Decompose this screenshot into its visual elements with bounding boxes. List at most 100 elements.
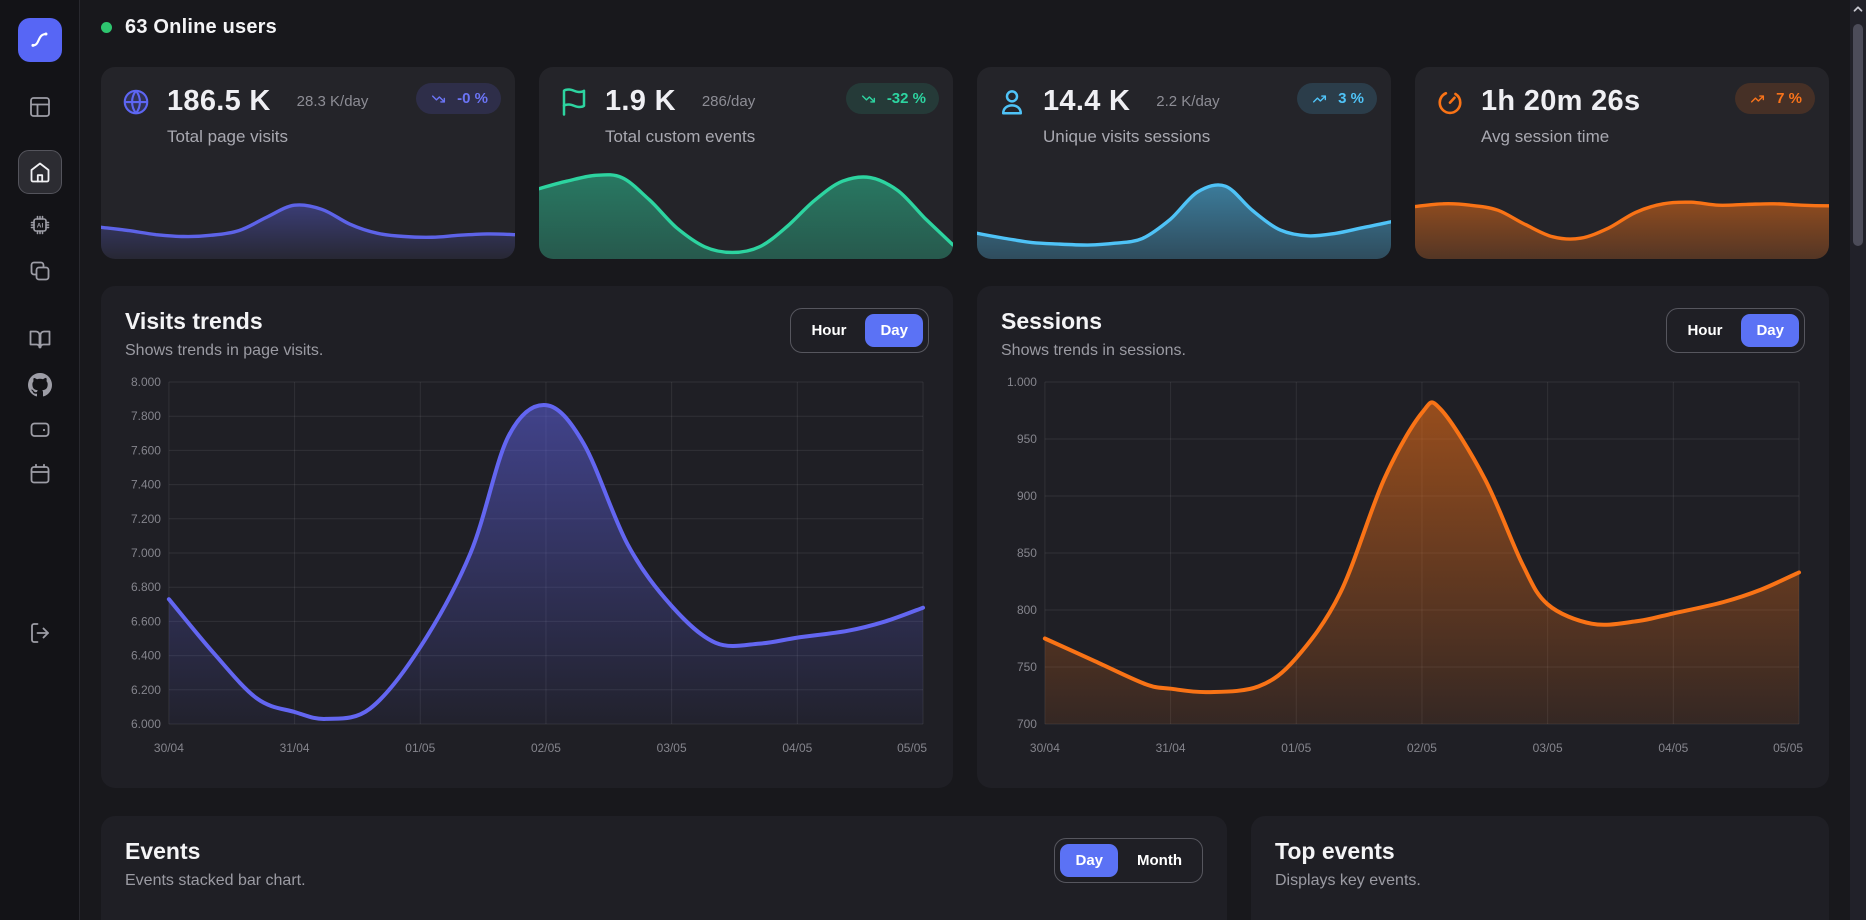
stat-card-custom-events[interactable]: 1.9 K 286/day Total custom events -32 %: [539, 67, 953, 259]
stat-card-unique-sessions[interactable]: 14.4 K 2.2 K/day Unique visits sessions …: [977, 67, 1391, 259]
scroll-up-icon[interactable]: [1851, 2, 1865, 16]
svg-text:02/05: 02/05: [531, 741, 561, 755]
stat-value: 1.9 K: [605, 85, 676, 117]
trend-badge-value: -0 %: [457, 90, 488, 107]
stat-label: Unique visits sessions: [1043, 127, 1211, 146]
svg-text:7.000: 7.000: [131, 546, 161, 560]
svg-text:AI: AI: [36, 223, 43, 230]
trend-badge-value: 7 %: [1776, 90, 1802, 107]
svg-text:700: 700: [1017, 717, 1037, 731]
copy-icon: [30, 261, 49, 281]
timer-icon: [1438, 90, 1462, 114]
sidebar-item-home[interactable]: [17, 150, 62, 194]
online-users-label: 63 Online users: [125, 16, 277, 38]
svg-text:6.600: 6.600: [131, 614, 161, 628]
sidebar-item-ai[interactable]: AI: [28, 213, 52, 237]
svg-text:800: 800: [1017, 603, 1037, 617]
logout-icon: [30, 623, 49, 643]
visits-trends-panel: Visits trends Shows trends in page visit…: [101, 286, 953, 788]
trending-down-icon: [432, 94, 446, 103]
visits-toggle-hour[interactable]: Hour: [796, 314, 861, 347]
stat-value: 186.5 K: [167, 85, 271, 117]
panel-header: Events Events stacked bar chart. Day Mon…: [125, 838, 1203, 890]
svg-text:31/04: 31/04: [280, 741, 310, 755]
svg-text:7.200: 7.200: [131, 512, 161, 526]
svg-text:7.800: 7.800: [131, 409, 161, 423]
app-logo[interactable]: [17, 18, 62, 62]
svg-text:04/05: 04/05: [1658, 741, 1688, 755]
stat-cards-row: 186.5 K 28.3 K/day Total page visits -0 …: [101, 67, 1829, 259]
svg-text:04/05: 04/05: [782, 741, 812, 755]
trend-badge-value: 3 %: [1338, 90, 1364, 107]
svg-text:01/05: 01/05: [405, 741, 435, 755]
stat-label: Avg session time: [1481, 127, 1610, 146]
stat-label: Total page visits: [167, 127, 288, 146]
sessions-toggle-hour[interactable]: Hour: [1672, 314, 1737, 347]
top-events-panel: Top events Displays key events.: [1251, 816, 1829, 920]
panel-header: Sessions Shows trends in sessions. Hour …: [1001, 308, 1805, 360]
sidebar-item-docs[interactable]: [28, 327, 52, 351]
svg-text:6.000: 6.000: [131, 717, 161, 731]
stat-card-page-visits[interactable]: 186.5 K 28.3 K/day Total page visits -0 …: [101, 67, 515, 259]
sidebar-item-calendar[interactable]: [28, 462, 52, 486]
svg-text:8.000: 8.000: [131, 375, 161, 389]
stat-card-top: 186.5 K 28.3 K/day: [121, 85, 495, 118]
bottom-row: Events Events stacked bar chart. Day Mon…: [101, 816, 1829, 920]
svg-text:01/05: 01/05: [1281, 741, 1311, 755]
sidebar-item-github[interactable]: [27, 373, 52, 397]
svg-text:1.000: 1.000: [1007, 375, 1037, 389]
panel-subtitle: Shows trends in sessions.: [1001, 342, 1186, 359]
svg-text:03/05: 03/05: [657, 741, 687, 755]
panel-title: Top events: [1275, 838, 1395, 864]
panel-title: Sessions: [1001, 308, 1102, 334]
visits-interval-toggle: Hour Day: [790, 308, 929, 353]
svg-text:30/04: 30/04: [1030, 741, 1060, 755]
stat-card-avg-session[interactable]: 1h 20m 26s Avg session time 7 %: [1415, 67, 1829, 259]
events-toggle-month[interactable]: Month: [1122, 844, 1197, 877]
trending-down-icon: [861, 94, 875, 103]
sidebar-item-layout[interactable]: [28, 95, 52, 119]
online-users-row: 63 Online users: [101, 16, 1829, 39]
trending-up-icon: [1313, 94, 1327, 103]
online-status-dot: [101, 22, 112, 33]
svg-text:03/05: 03/05: [1533, 741, 1563, 755]
svg-text:6.800: 6.800: [131, 580, 161, 594]
trend-badge-value: -32 %: [886, 90, 926, 107]
events-interval-toggle: Day Month: [1054, 838, 1203, 883]
trend-badge: -0 %: [416, 83, 501, 114]
sessions-toggle-day[interactable]: Day: [1741, 314, 1799, 347]
stat-rate: 28.3 K/day: [296, 93, 369, 110]
svg-text:30/04: 30/04: [154, 741, 184, 755]
wallet-icon: [30, 422, 49, 437]
sessions-interval-toggle: Hour Day: [1666, 308, 1805, 353]
book-open-icon: [29, 330, 50, 349]
sessions-panel: Sessions Shows trends in sessions. Hour …: [977, 286, 1829, 788]
scrollbar-track[interactable]: [1850, 0, 1866, 920]
panel-title: Events: [125, 838, 201, 864]
trend-badge: 7 %: [1735, 83, 1815, 114]
panel-titles: Events Events stacked bar chart.: [125, 838, 306, 890]
sidebar: AI: [0, 0, 80, 920]
logo-curve-icon: [30, 32, 47, 47]
svg-text:05/05: 05/05: [1773, 741, 1803, 755]
svg-text:900: 900: [1017, 489, 1037, 503]
sessions-chart: 1.000 950 900 850 800 750 700 30/04 31/04 01/05 02…: [1007, 375, 1803, 755]
sparkline-custom-events: [539, 156, 953, 259]
sidebar-item-pages[interactable]: [28, 259, 52, 283]
stat-rate: 286/day: [701, 93, 756, 110]
svg-text:02/05: 02/05: [1407, 741, 1437, 755]
trending-up-icon: [1751, 94, 1765, 103]
scrollbar-thumb[interactable]: [1853, 24, 1863, 246]
sidebar-item-wallet[interactable]: [28, 417, 52, 441]
panel-titles: Top events Displays key events.: [1275, 838, 1421, 890]
events-toggle-day[interactable]: Day: [1060, 844, 1119, 877]
flag-icon: [562, 87, 586, 116]
sidebar-item-logout[interactable]: [28, 621, 52, 645]
svg-text:31/04: 31/04: [1156, 741, 1186, 755]
visits-toggle-day[interactable]: Day: [865, 314, 923, 347]
svg-text:6.200: 6.200: [131, 683, 161, 697]
panel-subtitle: Shows trends in page visits.: [125, 342, 324, 359]
svg-text:850: 850: [1017, 546, 1037, 560]
panel-titles: Visits trends Shows trends in page visit…: [125, 308, 323, 360]
